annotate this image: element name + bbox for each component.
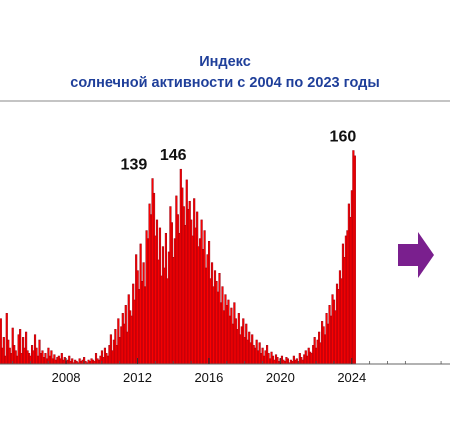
chart-title: Индекс солнечной активности с 2004 по 20… bbox=[0, 52, 450, 98]
x-tick-label: 2012 bbox=[123, 370, 152, 385]
peak-annotations: 139 146 160 bbox=[121, 129, 357, 174]
peak-label: 139 bbox=[121, 157, 148, 174]
peak-label: 160 bbox=[330, 129, 357, 146]
peak-label: 146 bbox=[160, 147, 187, 164]
x-tick-label: 2008 bbox=[52, 370, 81, 385]
x-tick-label: 2024 bbox=[337, 370, 366, 385]
x-axis: 2008 2012 2016 2020 2024 bbox=[0, 358, 450, 385]
bar bbox=[353, 155, 356, 365]
x-tick-label: 2020 bbox=[266, 370, 295, 385]
chart-title-line-2: солнечной активности с 2004 по 2023 годы bbox=[70, 75, 380, 91]
chart-title-line-1: Индекс bbox=[199, 54, 251, 70]
arrow-right-icon bbox=[398, 232, 434, 278]
x-tick-label: 2016 bbox=[194, 370, 223, 385]
forecast-arrow bbox=[398, 232, 434, 278]
